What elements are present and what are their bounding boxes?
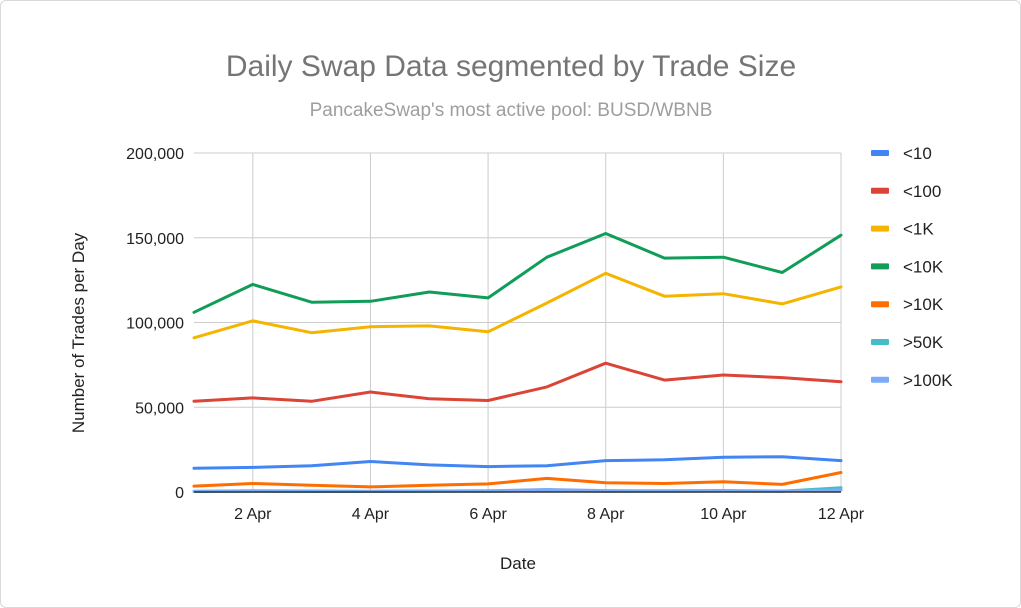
legend-label: <100 (903, 182, 941, 201)
y-axis-title: Number of Trades per Day (69, 232, 88, 433)
x-tick-label: 12 Apr (818, 506, 865, 523)
y-tick-label: 100,000 (126, 316, 184, 333)
legend-label: >100K (903, 371, 953, 390)
y-tick-label: 200,000 (126, 146, 184, 163)
legend: <10 <100 <1K <10K >10K >50K >100K (871, 144, 953, 390)
x-axis-ticks: 2 Apr 4 Apr 6 Apr 8 Apr 10 Apr 12 Apr (234, 506, 865, 523)
x-axis-title: Date (500, 554, 536, 573)
series-line (192, 232, 843, 314)
legend-swatch (871, 225, 889, 232)
y-tick-label: 0 (175, 485, 184, 502)
y-tick-label: 150,000 (126, 231, 184, 248)
legend-swatch (871, 376, 889, 383)
legend-label: >10K (903, 295, 944, 314)
x-tick-label: 8 Apr (587, 506, 625, 523)
series-line (192, 361, 843, 403)
gridlines (194, 152, 842, 492)
series-lines (192, 232, 843, 493)
legend-label: <10 (903, 144, 932, 163)
series-line (192, 271, 843, 340)
series-line (192, 471, 843, 489)
series-line (192, 488, 843, 493)
x-tick-label: 10 Apr (700, 506, 747, 523)
legend-swatch (871, 339, 889, 345)
legend-swatch (871, 150, 889, 156)
chart-subtitle: PancakeSwap's most active pool: BUSD/WBN… (310, 100, 713, 121)
chart-title: Daily Swap Data segmented by Trade Size (226, 50, 796, 83)
x-tick-label: 4 Apr (352, 506, 390, 523)
legend-swatch (871, 263, 889, 270)
y-tick-label: 50,000 (135, 400, 184, 417)
legend-swatch (871, 301, 889, 308)
y-axis-ticks: 0 50,000 100,000 150,000 200,000 (126, 146, 184, 502)
legend-label: <10K (903, 257, 944, 276)
series-line (192, 455, 843, 470)
legend-label: >50K (903, 333, 944, 352)
legend-swatch (871, 187, 889, 194)
x-tick-label: 6 Apr (469, 506, 507, 523)
x-tick-label: 2 Apr (234, 506, 272, 523)
legend-label: <1K (903, 220, 934, 239)
